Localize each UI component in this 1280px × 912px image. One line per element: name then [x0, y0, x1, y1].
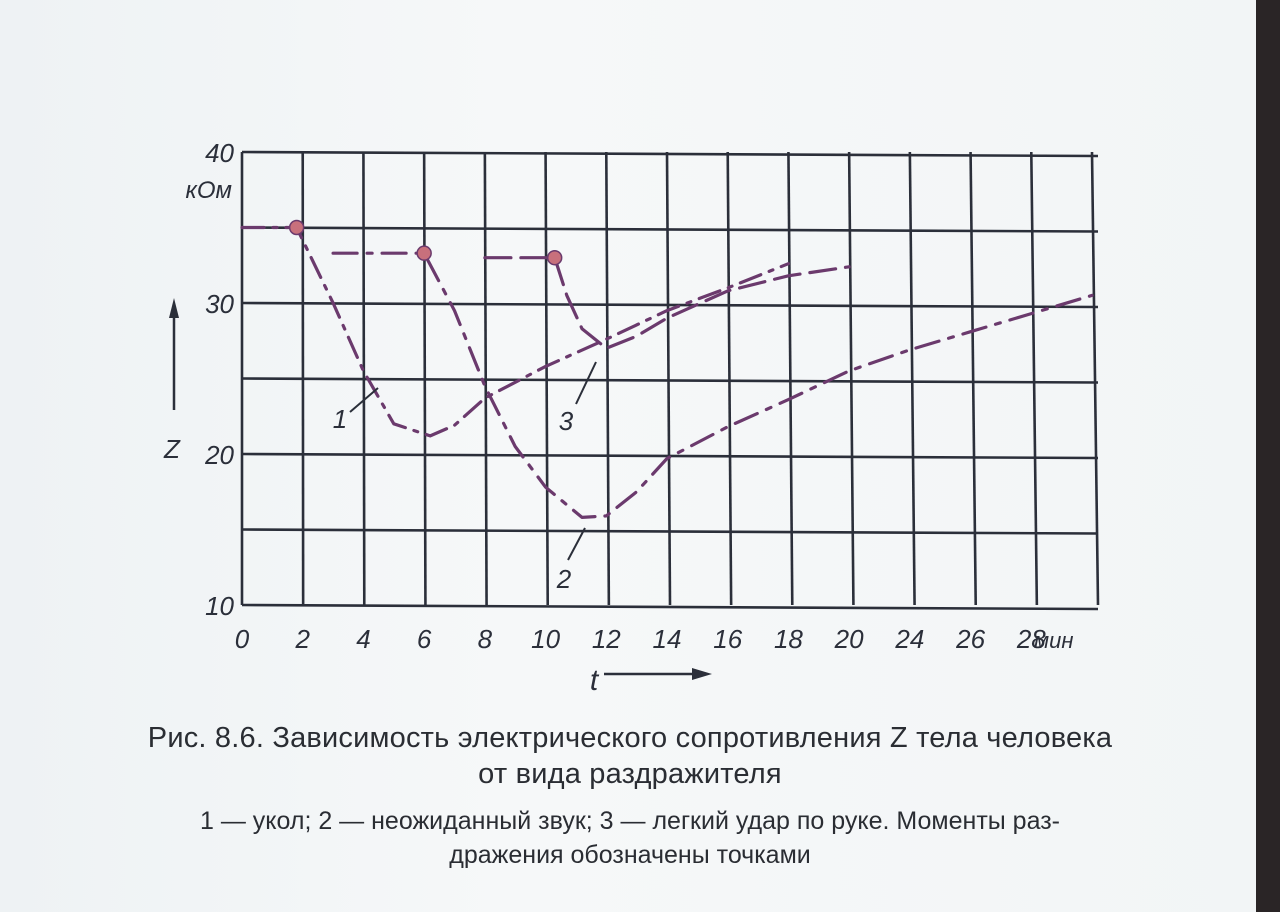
figure-title: Рис. 8.6. Зависимость электрического соп…: [0, 720, 1260, 792]
x-axis-unit-label: мин: [1034, 628, 1073, 653]
grid-line-vertical: [969, 151, 978, 606]
series-2-stimulus-dot: [416, 245, 432, 261]
chart-grid: [240, 150, 1100, 611]
x-tick-label: 2: [294, 624, 310, 654]
grid-line-horizontal: [241, 377, 1099, 384]
x-tick-label: 20: [834, 624, 864, 654]
series-1-label: 1: [333, 404, 347, 434]
grid-line-horizontal: [241, 150, 1099, 158]
figure-legend-line-1: 1 — укол; 2 — неожиданный звук; 3 — легк…: [199, 807, 1060, 835]
grid-line-vertical: [847, 151, 855, 606]
series-2-line: [331, 251, 1094, 519]
grid-line-vertical: [787, 151, 794, 606]
series-3-line: [483, 256, 851, 350]
grid-line-vertical: [604, 151, 611, 606]
series-2-label: 2: [556, 564, 572, 594]
y-tick-label: 20: [204, 440, 234, 470]
x-tick-label: 12: [592, 624, 621, 654]
series-1-line: [240, 225, 790, 438]
series-2-leader-line: [567, 527, 586, 561]
grid-line-vertical: [908, 151, 916, 606]
grid-line-horizontal: [241, 226, 1099, 233]
series-1-leader-line: [349, 387, 379, 413]
dark-page-edge: [1256, 0, 1280, 912]
x-tick-label: 4: [356, 624, 370, 654]
chart-curves: 1 2 3: [240, 219, 1094, 594]
y-axis-arrow: [169, 298, 179, 410]
series-1-stimulus-dot: [288, 219, 305, 236]
x-tick-label: 8: [478, 624, 493, 654]
grid-line-horizontal: [241, 301, 1099, 309]
grid-line-vertical: [544, 151, 550, 606]
x-axis-arrow: [604, 668, 712, 680]
x-tick-label: 6: [417, 624, 432, 654]
y-tick-label: 40: [205, 138, 234, 168]
grid-line-horizontal: [241, 603, 1099, 611]
y-axis-symbol-label: Z: [163, 434, 181, 464]
series-3-stimulus-dot: [546, 249, 563, 266]
x-tick-label: 10: [531, 624, 560, 654]
figure-title-line-2: от вида раздражителя: [478, 758, 782, 790]
x-tick-label: 16: [713, 624, 742, 654]
x-tick-label: 28: [1016, 624, 1046, 654]
x-tick-label: 14: [653, 624, 682, 654]
grid-line-vertical: [726, 151, 733, 606]
y-axis-unit-label: кОм: [186, 177, 232, 204]
figure-caption: Рис. 8.6. Зависимость электрического соп…: [0, 720, 1260, 872]
x-tick-label: 24: [894, 624, 924, 654]
grid-line-vertical: [665, 151, 672, 606]
grid-line-vertical: [1029, 151, 1039, 606]
grid-line-horizontal: [241, 528, 1099, 535]
figure-legend: 1 — укол; 2 — неожиданный звук; 3 — легк…: [0, 804, 1260, 872]
x-axis-symbol-label: t: [590, 664, 600, 697]
x-tick-label: 26: [955, 624, 985, 654]
figure-legend-line-2: дражения обозначены точками: [449, 841, 811, 869]
y-tick-label: 10: [205, 591, 234, 621]
figure-title-line-1: Рис. 8.6. Зависимость электрического соп…: [147, 722, 1113, 754]
grid-line-vertical: [1090, 151, 1100, 606]
series-3-label: 3: [559, 406, 574, 436]
y-tick-label: 30: [205, 289, 234, 319]
x-tick-label: 18: [774, 624, 803, 654]
x-tick-label: 0: [235, 624, 250, 654]
series-3-leader-line: [575, 361, 597, 405]
